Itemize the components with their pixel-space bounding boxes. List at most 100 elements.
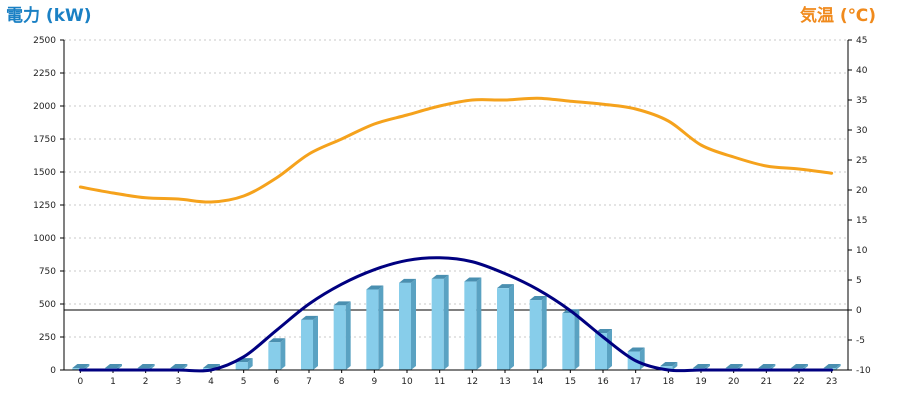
x-tick-label: 1 — [110, 377, 116, 387]
bar-top — [660, 362, 678, 367]
right-tick-label: 35 — [856, 96, 867, 106]
bar-side — [607, 329, 612, 370]
x-tick-label: 21 — [761, 377, 772, 387]
left-tick-label: 2250 — [33, 69, 56, 79]
right-tick-label: 0 — [856, 306, 862, 316]
left-tick-label: 1250 — [33, 201, 56, 211]
right-tick-label: 30 — [856, 126, 868, 136]
x-tick-label: 14 — [532, 377, 544, 387]
bar-side — [574, 309, 580, 370]
bar — [366, 289, 379, 370]
x-tick-label: 4 — [208, 377, 214, 387]
left-tick-label: 500 — [39, 300, 56, 310]
right-tick-label: 15 — [856, 216, 867, 226]
bar-top — [137, 364, 155, 368]
bar — [399, 282, 411, 370]
x-tick-label: 23 — [826, 377, 837, 387]
x-tick-label: 7 — [306, 377, 312, 387]
bar — [72, 368, 85, 370]
bar-top — [333, 301, 351, 306]
bar-side — [476, 277, 482, 370]
right-tick-label: 20 — [856, 186, 868, 196]
bar — [464, 281, 477, 370]
x-tick-label: 16 — [597, 377, 609, 387]
bar-side — [313, 315, 318, 370]
bar-side — [378, 285, 384, 370]
bar-top — [301, 315, 318, 320]
bar-top — [595, 329, 612, 334]
x-tick-label: 15 — [565, 377, 576, 387]
bar-top — [72, 364, 90, 368]
bar-side — [280, 338, 286, 370]
x-tick-label: 10 — [401, 377, 413, 387]
bar — [301, 319, 313, 370]
right-tick-label: 5 — [856, 276, 862, 286]
bar — [268, 342, 281, 370]
bar-side — [509, 284, 514, 370]
bar-side — [411, 278, 416, 370]
bar-top — [399, 278, 416, 283]
bar-top — [170, 364, 188, 368]
x-tick-label: 17 — [630, 377, 641, 387]
x-tick-label: 12 — [467, 377, 478, 387]
right-tick-label: 10 — [856, 246, 868, 256]
x-tick-label: 3 — [175, 377, 181, 387]
bar-top — [268, 338, 286, 343]
bar — [562, 313, 575, 370]
x-tick-label: 13 — [499, 377, 510, 387]
power-line — [78, 256, 834, 373]
bar-top — [791, 364, 808, 368]
bar — [431, 278, 444, 370]
bar-top — [529, 296, 547, 301]
bar-top — [431, 274, 449, 279]
bar-side — [672, 362, 678, 370]
bar — [529, 300, 542, 370]
right-axis-title: 気温 (℃) — [799, 6, 876, 26]
x-tick-label: 20 — [728, 377, 740, 387]
bar — [497, 288, 509, 370]
left-axis-title: 電力 (kW) — [6, 6, 92, 26]
temperature-line — [78, 96, 834, 204]
x-tick-label: 2 — [143, 377, 149, 387]
x-tick-label: 0 — [77, 377, 83, 387]
bar-top — [758, 364, 776, 368]
x-tick-label: 5 — [241, 377, 247, 387]
bar-side — [541, 296, 547, 370]
bar-top — [725, 364, 743, 368]
bar — [595, 333, 607, 370]
bar-top — [105, 364, 122, 368]
bar-top — [366, 285, 384, 290]
bar-top — [823, 364, 841, 368]
left-tick-label: 1500 — [33, 168, 56, 178]
bar-side — [182, 364, 188, 370]
bar-top — [464, 277, 482, 282]
left-tick-label: 1000 — [33, 234, 56, 244]
bar — [333, 305, 346, 370]
bar-top — [627, 347, 645, 352]
right-tick-label: -10 — [856, 366, 871, 376]
bar-top — [203, 364, 220, 368]
bar — [235, 362, 248, 370]
bar-side — [345, 301, 351, 370]
left-tick-label: 750 — [39, 267, 56, 277]
x-tick-label: 6 — [273, 377, 279, 387]
left-tick-label: 250 — [39, 333, 56, 343]
bar-top — [497, 284, 514, 289]
bar-side — [443, 274, 449, 370]
x-tick-label: 8 — [339, 377, 345, 387]
right-tick-label: 40 — [856, 66, 868, 76]
right-tick-label: -5 — [856, 336, 865, 346]
left-tick-label: 0 — [50, 366, 56, 376]
x-tick-label: 9 — [371, 377, 377, 387]
left-tick-label: 2000 — [33, 102, 56, 112]
x-tick-label: 19 — [695, 377, 707, 387]
x-tick-label: 22 — [793, 377, 804, 387]
bar-top — [693, 364, 710, 368]
left-tick-label: 2500 — [33, 36, 56, 46]
bar-side — [247, 358, 253, 370]
bar — [660, 366, 673, 370]
bar-side — [835, 364, 841, 370]
x-tick-label: 11 — [434, 377, 445, 387]
